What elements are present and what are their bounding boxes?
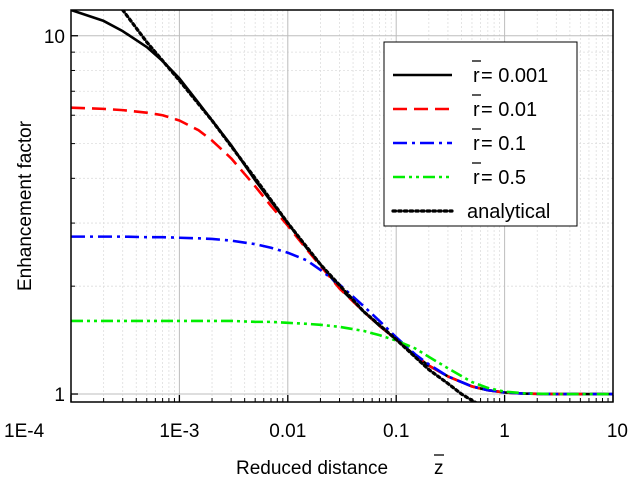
legend-label-1: = 0.01 — [481, 99, 537, 121]
legend-label-0: = 0.001 — [481, 65, 548, 87]
x-axis-title: Reduced distance z — [236, 454, 444, 479]
plot-frame — [70, 9, 614, 403]
legend-box — [383, 41, 578, 227]
x-tick-label: 1E-4 — [4, 421, 45, 442]
legend-symbol-1: r — [473, 99, 480, 121]
y-tick-label: 10 — [44, 27, 65, 48]
series-line-4 — [121, 10, 479, 402]
x-tick-label: 10 — [607, 421, 628, 442]
x-tick-label: 0.1 — [383, 421, 409, 442]
series-line-2 — [71, 235, 613, 396]
series-layer — [71, 10, 613, 402]
x-tick-label: 1E-3 — [159, 421, 199, 442]
legend-symbol-3: r — [473, 167, 480, 189]
legend-symbol-2: r — [473, 133, 480, 155]
legend-label-2: = 0.1 — [481, 133, 526, 155]
legend-label-4: analytical — [467, 201, 550, 223]
x-axis-label: Reduced distance — [236, 458, 388, 479]
y-axis-label: Enhancement factor — [15, 120, 36, 291]
x-tick-label: 0.01 — [269, 421, 306, 442]
x-tick-label: 1 — [499, 421, 510, 442]
legend-symbol-0: r — [473, 65, 480, 87]
x-axis-symbol: z — [434, 458, 444, 479]
legend-label-3: = 0.5 — [481, 167, 526, 189]
ticks-layer: 1E-4 1E-3 0.01 0.1 1 10 1 10 — [4, 27, 628, 442]
series-line-3 — [71, 319, 613, 396]
y-tick-label: 1 — [54, 385, 65, 406]
